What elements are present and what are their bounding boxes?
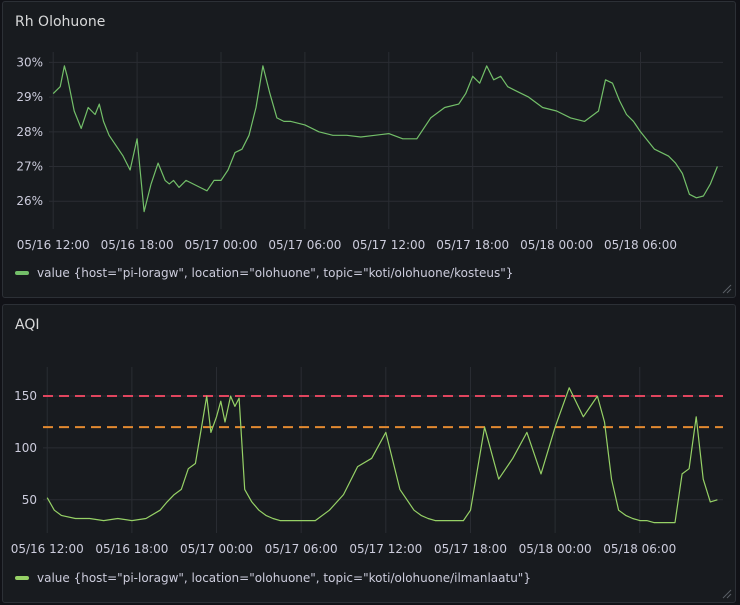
rh-y-tick: 30% [16,55,43,69]
rh-x-tick: 05/18 06:00 [604,238,677,252]
rh-legend-swatch [15,271,29,275]
rh-series-line[interactable] [52,65,718,213]
rh-y-tick: 28% [16,125,43,139]
aqi-y-tick: 50 [22,493,37,507]
aqi-chart: 150 100 50 05/16 12:00 05/16 18:00 05/17 00:0… [11,367,723,556]
aqi-resize-handle-icon[interactable] [722,589,732,599]
rh-x-tick: 05/17 12:00 [352,238,425,252]
rh-x-tick: 05/17 00:00 [185,238,258,252]
rh-x-tick: 05/17 06:00 [268,238,341,252]
aqi-x-tick: 05/16 18:00 [95,542,168,556]
aqi-x-tick: 05/18 00:00 [519,542,592,556]
aqi-x-tick: 05/17 12:00 [349,542,422,556]
aqi-series-line[interactable] [46,387,718,524]
rh-y-tick: 27% [16,160,43,174]
rh-panel-title[interactable]: Rh Olohuone [15,14,106,30]
rh-x-tick: 05/16 12:00 [17,238,90,252]
aqi-legend-swatch [15,576,29,580]
rh-legend[interactable]: value {host="pi-loragw", location="olohu… [15,266,513,280]
aqi-x-tick: 05/18 06:00 [603,542,676,556]
aqi-x-tick: 05/16 12:00 [11,542,84,556]
rh-panel: Rh Olohuone 30% 29% 28% 27% 26% 05/16 12:00 05… [2,1,736,298]
rh-x-tick: 05/17 18:00 [436,238,509,252]
rh-x-tick: 05/16 18:00 [101,238,174,252]
aqi-y-tick: 150 [14,389,37,403]
aqi-y-tick: 100 [14,441,37,455]
aqi-x-tick: 05/17 18:00 [434,542,507,556]
rh-y-tick: 29% [16,90,43,104]
rh-x-tick: 05/18 00:00 [520,238,593,252]
aqi-x-tick: 05/17 00:00 [180,542,253,556]
aqi-legend-label: value {host="pi-loragw", location="olohu… [37,571,531,585]
aqi-legend[interactable]: value {host="pi-loragw", location="olohu… [15,571,531,585]
aqi-x-tick: 05/17 06:00 [265,542,338,556]
rh-resize-handle-icon[interactable] [722,284,732,294]
rh-legend-label: value {host="pi-loragw", location="olohu… [37,266,514,280]
rh-y-tick: 26% [16,194,43,208]
aqi-panel-title[interactable]: AQI [15,317,40,333]
rh-chart: 30% 29% 28% 27% 26% 05/16 12:00 05/16 18:00 05/… [16,52,723,252]
aqi-panel: AQI 150 100 50 05/16 12:00 05/16 18:00 05/17 … [2,304,736,603]
